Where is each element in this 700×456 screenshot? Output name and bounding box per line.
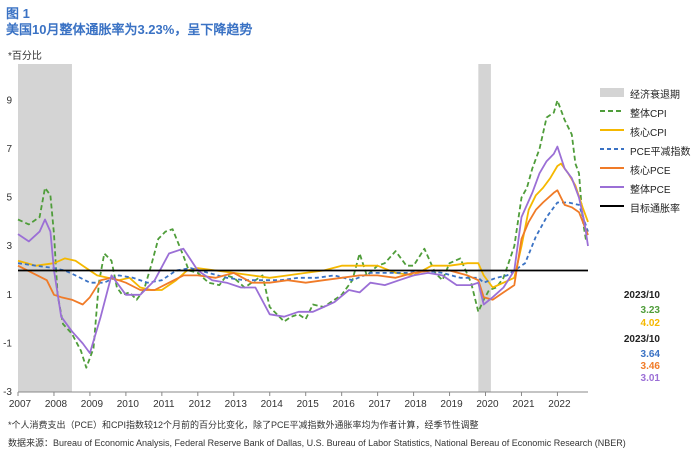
value-pce-deflator: 3.64 [640,349,660,360]
legend-label-cpi: 整体CPI [630,109,667,120]
title-block: 图 1 美国10月整体通胀率为3.23%，呈下降趋势 [6,6,252,38]
x-tick-label-15: 2022 [548,399,571,410]
x-tick-label-12: 2019 [440,399,463,410]
value-cpi: 3.23 [640,305,660,316]
legend-label-core-cpi: 核心CPI [630,128,667,139]
legend-label-core-pce: 核心PCE [630,166,671,177]
recession-band-1 [478,64,491,392]
footnote: *个人消费支出（PCE）和CPI指数较12个月前的百分比变化，除了PCE平减指数… [8,420,479,430]
axes [17,391,588,396]
legend-label-target: 目标通胀率 [630,204,680,215]
y-tick-label-6: -3 [3,387,12,398]
series-line-3 [17,189,589,306]
y-tick-label-4: 1 [6,290,12,301]
legend-label-recession: 经济衰退期 [630,90,680,101]
x-tick-label-1: 2008 [45,399,68,410]
x-tick-label-6: 2013 [225,399,248,410]
x-tick-label-11: 2018 [404,399,427,410]
value-core-cpi: 4.02 [640,318,660,329]
series-line-0 [17,99,588,369]
x-tick-label-10: 2017 [368,399,391,410]
x-tick-label-13: 2020 [476,399,499,410]
y-axis-label: *百分比 [8,51,42,62]
value-core-pce: 3.46 [640,361,660,372]
legend-swatch-pce-deflator [600,148,624,150]
y-tick-label-5: -1 [3,338,12,349]
series-line-2 [17,201,589,284]
legend-swatch-headline-pce [600,186,624,188]
period-label-pce: 2023/10 [623,334,660,345]
legend-label-pce-deflator: PCE平减指数 [630,147,691,158]
legend-swatch-cpi [600,110,624,112]
value-headline-pce: 3.01 [640,373,660,384]
recession-bands [18,64,491,392]
x-tick-label-5: 2012 [189,399,212,410]
series-line-4 [17,145,589,355]
x-tick-label-14: 2021 [512,399,535,410]
y-tick-label-3: 3 [6,241,12,252]
legend-label-headline-pce: 整体PCE [630,185,671,196]
y-tick-label-0: 9 [6,95,12,106]
x-tick-label-0: 2007 [9,399,32,410]
x-tick-label-4: 2011 [153,399,175,410]
x-tick-label-9: 2016 [333,399,356,410]
legend-swatch-recession [600,88,624,97]
legend-swatch-core-pce [600,167,624,169]
x-tick-label-3: 2010 [117,399,140,410]
series-lines [17,99,589,369]
source-note: 数据来源：Bureau of Economic Analysis, Federa… [8,438,626,448]
legend-swatch-core-cpi [600,129,624,131]
recession-band-0 [18,64,72,392]
legend-swatch-target [600,205,624,207]
x-tick-label-8: 2015 [297,399,320,410]
figure-number: 图 1 [6,6,30,21]
x-tick-label-7: 2014 [261,399,284,410]
period-label-cpi: 2023/10 [623,290,660,301]
chart-title: 美国10月整体通胀率为3.23%，呈下降趋势 [6,22,253,37]
x-tick-label-2: 2009 [81,399,104,410]
y-tick-label-2: 5 [6,193,12,204]
y-tick-label-1: 7 [6,144,12,155]
